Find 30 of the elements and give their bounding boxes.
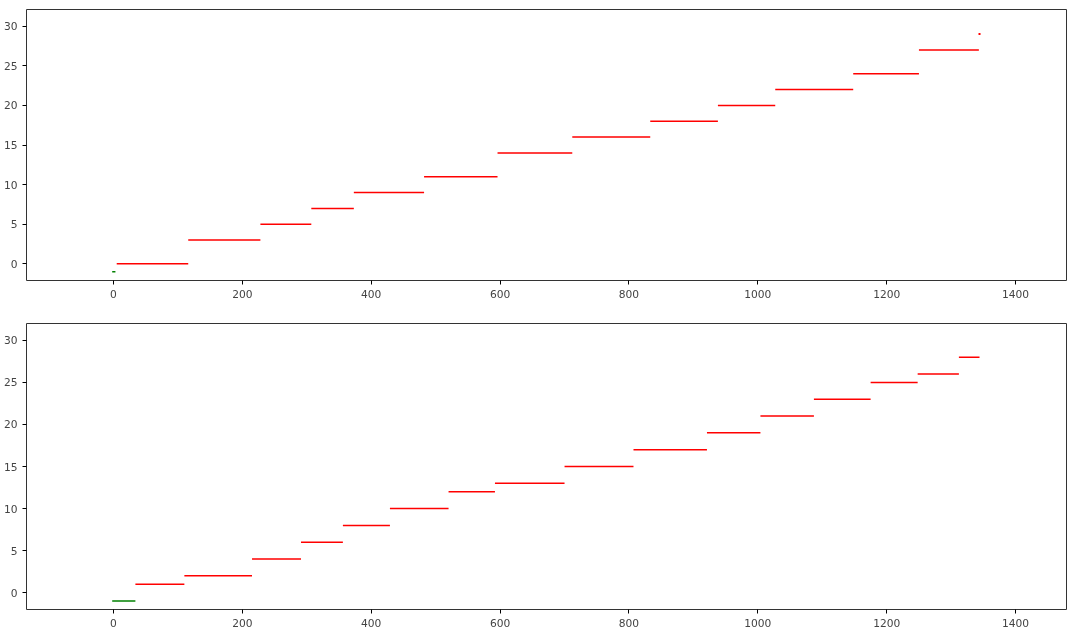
- x-tick-label: 600: [489, 287, 511, 301]
- x-tick-label: 1400: [1002, 616, 1030, 630]
- y-tick-label: 25: [3, 376, 18, 390]
- y-tick-label: 15: [3, 139, 18, 152]
- x-tick-label: 1000: [744, 287, 772, 301]
- y-tick-label: 5: [10, 544, 18, 558]
- x-tick-label: 1200: [873, 616, 901, 630]
- y-tick-label: 30: [3, 20, 18, 34]
- x-tick-label: 800: [618, 287, 640, 301]
- x-tick-label: 1000: [744, 616, 772, 630]
- y-tick-label: 30: [3, 334, 18, 348]
- x-tick-label: 1400: [1002, 287, 1030, 301]
- x-tick-label: 0: [110, 616, 118, 630]
- y-tick-label: 20: [3, 418, 18, 432]
- y-tick-label: 5: [10, 218, 18, 232]
- y-tick-label: 20: [3, 99, 18, 113]
- x-tick-label: 600: [489, 616, 511, 630]
- y-tick-label: 10: [3, 178, 18, 192]
- x-tick-label: 800: [618, 616, 640, 630]
- x-tick-label: 200: [232, 616, 253, 630]
- x-tick-label: 400: [361, 287, 382, 301]
- y-tick-label: 15: [3, 460, 18, 474]
- y-tick-label: 25: [3, 59, 18, 73]
- x-tick-label: 200: [232, 287, 253, 301]
- x-tick-label: 0: [110, 287, 118, 301]
- y-tick-label: 0: [10, 257, 18, 271]
- y-tick-label: 10: [3, 502, 18, 516]
- x-tick-label: 400: [361, 616, 382, 630]
- y-tick-label: 0: [10, 586, 18, 600]
- x-tick-label: 1200: [873, 287, 901, 301]
